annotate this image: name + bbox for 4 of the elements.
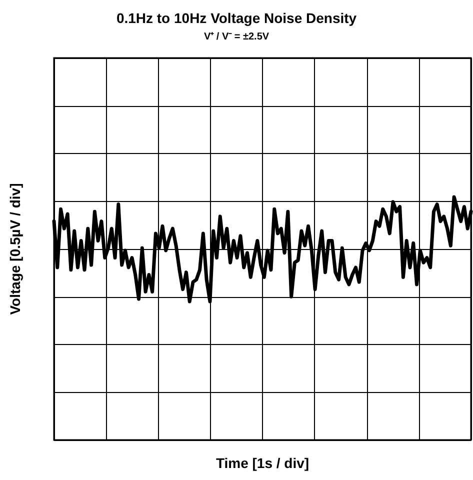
y-axis-title: Voltage [0.5µV / div] <box>7 183 23 315</box>
x-axis-title: Time [1s / div] <box>216 455 310 471</box>
chart-subtitle: V⁺ / V⁻ = ±2.5V <box>204 32 270 42</box>
chart-title: 0.1Hz to 10Hz Voltage Noise Density <box>116 10 357 26</box>
